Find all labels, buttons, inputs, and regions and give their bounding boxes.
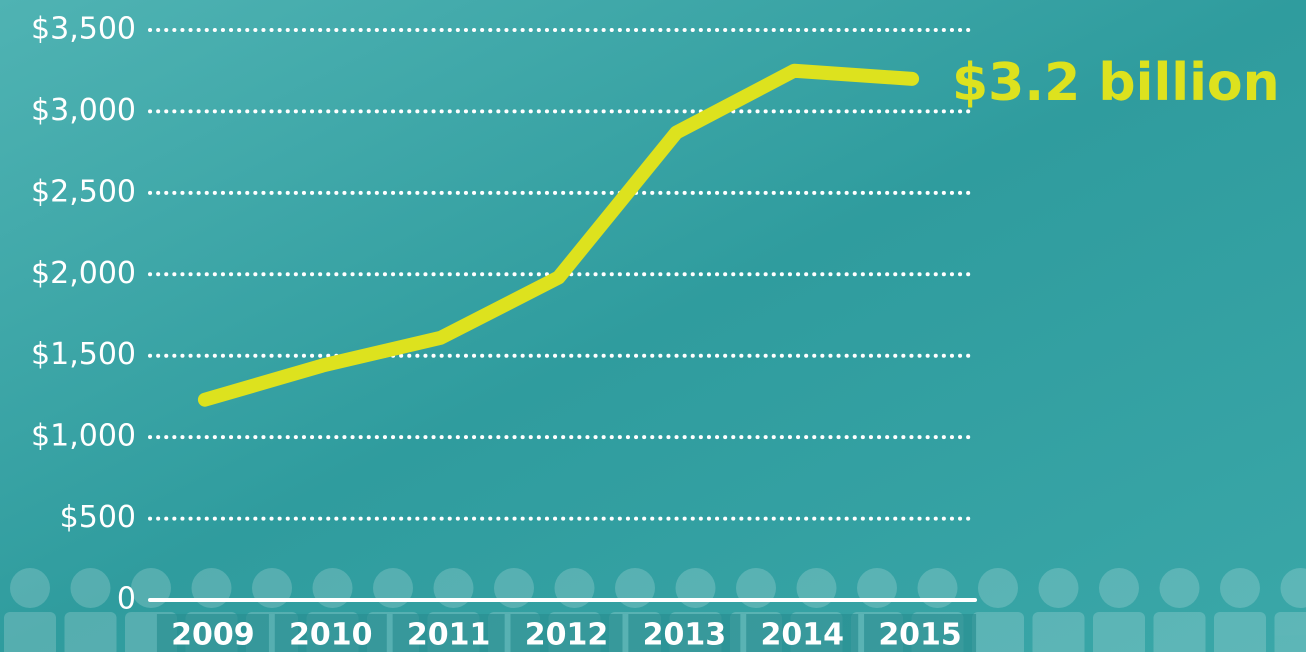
x-tick-label: 2011 <box>407 618 491 652</box>
x-tick-box <box>274 614 387 652</box>
y-tick-label: $3,500 <box>31 12 136 47</box>
x-tick-box <box>392 614 505 652</box>
decor-dot <box>10 568 50 608</box>
x-tick-label: 2015 <box>878 618 962 652</box>
decor-dot <box>1099 568 1139 608</box>
decor-body <box>1032 612 1085 652</box>
data-line <box>197 63 920 407</box>
y-tick-label: $3,000 <box>31 93 136 128</box>
x-tick-label: 2014 <box>760 618 844 652</box>
y-tick-label: $1,000 <box>31 419 136 454</box>
decor-dot <box>1220 568 1260 608</box>
y-tick-label: 0 <box>117 582 136 617</box>
decor-dot <box>1159 568 1200 608</box>
decor-dot <box>978 568 1018 608</box>
annotation: $3.2 billion <box>952 53 1280 113</box>
decor-dot <box>1038 568 1079 608</box>
x-tick-label: 2013 <box>643 618 727 652</box>
decor-body <box>972 612 1024 652</box>
y-tick-label: $500 <box>60 500 136 535</box>
decor-body <box>1093 612 1145 652</box>
x-tick-box <box>156 614 269 652</box>
x-tick-box <box>746 614 859 652</box>
x-tick-box <box>864 614 977 652</box>
x-tick-label: 2012 <box>525 618 609 652</box>
decor-body <box>4 612 56 652</box>
decor-body <box>1214 612 1266 652</box>
decor-body <box>64 612 117 652</box>
x-tick-label: 2009 <box>171 618 255 652</box>
x-tick-label: 2010 <box>289 618 373 652</box>
y-tick-label: $1,500 <box>31 337 136 372</box>
decor-body <box>1153 612 1206 652</box>
decor-dot <box>1280 568 1306 608</box>
y-tick-label: $2,500 <box>31 174 136 209</box>
decor-dot <box>70 568 111 608</box>
x-tick-box <box>628 614 741 652</box>
x-tick-box <box>510 614 623 652</box>
y-tick-label: $2,000 <box>31 256 136 291</box>
decor-body <box>1274 612 1306 652</box>
